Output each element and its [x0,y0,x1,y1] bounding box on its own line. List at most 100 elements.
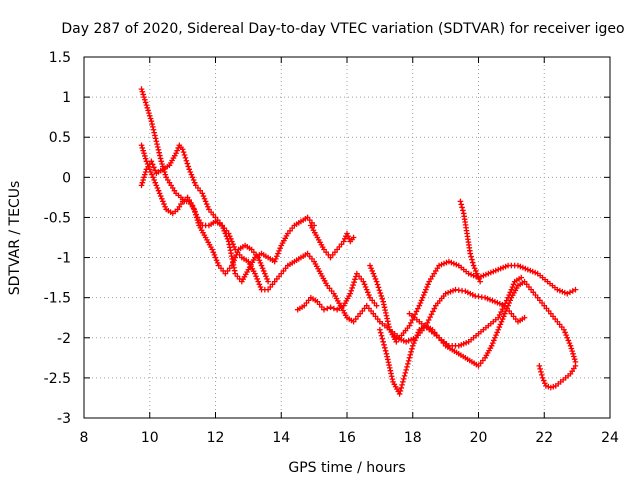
data-point [413,308,420,315]
data-point [507,289,514,296]
data-point [350,234,357,241]
data-point [538,372,545,378]
data-point [345,233,351,239]
data-point [393,338,400,345]
data-point [386,365,393,371]
data-point [151,164,157,171]
data-point [138,142,145,149]
data-point [149,161,156,168]
data-point [221,228,228,234]
data-point [324,305,331,312]
data-point [186,166,192,173]
y-tick-labels: -3 -2.5 -2 -1.5 -1 -0.5 0 0.5 1 1.5 [44,50,71,427]
data-point [373,302,380,309]
data-point [275,250,281,257]
data-point [495,314,502,321]
data-point [348,287,355,294]
chart-title: Day 287 of 2020, Sidereal Day-to-day VTE… [61,21,624,37]
data-point [155,187,162,194]
data-point [153,182,160,189]
data-point [256,281,263,288]
data-marks [138,86,579,397]
data-point [154,141,160,147]
data-point [419,294,426,301]
data-point [154,185,161,191]
data-point [142,171,148,178]
data-point [376,287,383,294]
data-point [138,86,145,92]
data-point [385,359,392,366]
data-point [222,230,229,237]
data-point [220,225,226,231]
data-point [468,253,474,260]
data-point [384,315,390,322]
data-point [497,321,504,328]
data-point [572,363,579,369]
data-point [141,94,147,100]
data-point [152,179,159,186]
data-point [386,362,392,368]
data-point [561,326,567,333]
y-tick-label: 1.5 [49,50,71,66]
data-point [431,305,438,312]
data-point [187,169,194,175]
y-tick-label: 0.5 [49,130,71,146]
data-point [156,149,162,156]
data-point [474,270,480,277]
data-point [211,252,218,258]
data-point [386,324,392,330]
y-tick-label: -0.5 [44,210,71,226]
data-point [541,380,548,387]
data-point [331,305,337,312]
data-point [140,91,146,98]
data-point [566,340,573,346]
data-point [493,332,499,338]
data-point [173,150,179,157]
data-point [374,281,381,288]
data-point [272,256,279,262]
data-point [158,158,165,165]
data-point [409,343,416,349]
data-point [377,290,384,296]
data-point [263,273,269,280]
data-point [346,236,352,242]
data-point [179,146,186,153]
x-tick-labels: 8 10 12 14 16 18 20 22 24 [80,430,619,446]
data-point [151,129,158,136]
data-point [422,289,428,296]
data-point [210,249,217,256]
data-point [469,259,476,266]
data-point [509,284,516,290]
data-point [203,201,210,207]
data-point [506,292,512,298]
data-point [350,282,356,288]
data-point [495,326,502,333]
data-point [149,121,155,127]
data-point [377,326,383,333]
data-point [174,147,180,154]
data-point [571,356,578,362]
data-point [219,222,225,229]
data-point [201,195,208,202]
data-point [382,348,389,354]
data-point [496,312,503,318]
data-point [406,322,413,329]
data-point [254,276,260,282]
data-point [140,147,146,154]
y-tick-label: -3 [57,411,71,427]
data-point [144,105,151,111]
data-point [537,366,543,372]
data-point [423,286,429,293]
data-point [418,297,425,304]
data-point [143,102,150,108]
data-point [142,155,149,162]
data-point [209,246,216,253]
y-axis-label: SDTVAR / TECUs [7,181,23,296]
data-point [259,265,266,272]
data-point [472,268,479,274]
data-point [156,190,163,197]
data-point [428,311,435,318]
data-point [430,308,436,315]
data-point [202,198,209,205]
